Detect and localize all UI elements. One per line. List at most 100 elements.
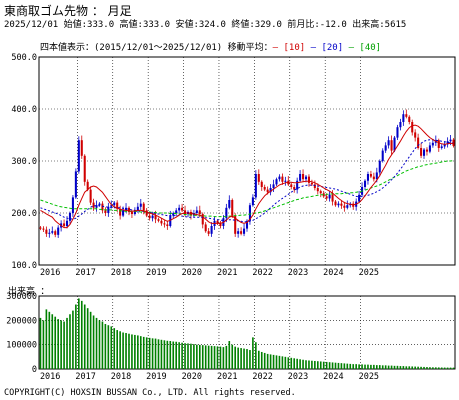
- volume-bar: [349, 363, 352, 369]
- candle-body: [184, 210, 187, 215]
- volume-bar: [198, 344, 201, 369]
- volume-xtick-label: 2024: [323, 372, 343, 382]
- volume-bar: [63, 321, 65, 369]
- volume-bar: [196, 344, 198, 369]
- candle-body: [417, 137, 420, 148]
- volume-bar: [257, 350, 260, 369]
- candle-body: [116, 202, 119, 209]
- volume-bar: [69, 314, 71, 369]
- volume-bar: [314, 360, 316, 369]
- volume-bar: [337, 362, 340, 369]
- volume-bar: [169, 341, 172, 369]
- volume-bar: [260, 351, 263, 369]
- volume-bar: [287, 357, 290, 369]
- volume-bar: [311, 360, 313, 369]
- price-xtick-label: 2021: [217, 268, 237, 278]
- volume-bar: [249, 350, 251, 369]
- candle-body: [302, 174, 305, 180]
- candle-body: [431, 142, 434, 146]
- volume-bar: [290, 357, 293, 369]
- volume-bar: [440, 367, 443, 369]
- ma40-line: [40, 160, 454, 218]
- candle-body: [216, 220, 219, 224]
- volume-xtick-label: 2016: [40, 372, 60, 382]
- volume-bar: [426, 367, 428, 369]
- volume-bar: [325, 361, 328, 369]
- volume-bar: [219, 346, 222, 369]
- volume-bar: [423, 366, 425, 369]
- volume-bar: [266, 353, 269, 369]
- volume-bar: [72, 310, 74, 369]
- volume-bar: [411, 366, 414, 369]
- volume-bar: [373, 364, 375, 369]
- candle-body: [83, 155, 86, 182]
- candle-body: [387, 140, 390, 146]
- volume-bar: [128, 333, 130, 369]
- volume-bar: [75, 304, 77, 369]
- candle-body: [378, 161, 381, 173]
- volume-bar: [252, 337, 254, 369]
- candle-body: [269, 188, 272, 193]
- volume-ytick-label: 0: [32, 365, 37, 375]
- candle-body: [92, 202, 95, 208]
- candle-body: [133, 210, 136, 215]
- candle-body: [45, 229, 48, 234]
- volume-bar: [414, 366, 416, 369]
- candle-body: [80, 140, 83, 156]
- candle-body: [290, 184, 293, 187]
- volume-bar: [420, 366, 422, 369]
- volume-bar: [39, 317, 42, 369]
- candle-body: [440, 146, 443, 148]
- candle-body: [154, 215, 157, 220]
- volume-bar: [284, 356, 287, 369]
- volume-bar: [402, 366, 405, 369]
- candle-body: [65, 220, 69, 226]
- legend: 四本値表示：(2015/12/01～2025/12/01) 移動平均：— [10…: [40, 40, 381, 53]
- candle-body: [384, 145, 387, 151]
- candle-body: [340, 203, 343, 206]
- price-info: 2025/12/01 始値:333.0 高値:333.0 安値:324.0 終値…: [4, 20, 407, 30]
- volume-bar: [57, 319, 59, 369]
- candle-body: [198, 210, 201, 215]
- candle-body: [51, 231, 54, 233]
- volume-xtick-label: 2021: [217, 372, 237, 382]
- legend-main: 四本値表示：: [40, 43, 95, 53]
- volume-bar: [237, 347, 239, 369]
- volume-bar: [222, 347, 225, 369]
- volume-bar: [110, 326, 113, 369]
- candle-body: [393, 137, 396, 151]
- volume-ytick-label: 100000: [6, 341, 37, 351]
- volume-bar: [299, 359, 301, 369]
- volume-bar: [125, 332, 127, 369]
- candle-body: [248, 205, 251, 221]
- volume-bar: [231, 344, 234, 369]
- volume-xtick-label: 2023: [288, 372, 308, 382]
- candle-body: [231, 200, 234, 216]
- volume-bar: [178, 342, 180, 369]
- volume-bar: [42, 320, 45, 369]
- legend-ma20-swatch: —: [310, 43, 317, 53]
- candle-body: [304, 176, 308, 180]
- volume-bar: [263, 352, 266, 369]
- volume-bar: [390, 365, 393, 369]
- candle-body: [74, 171, 77, 198]
- volume-bar: [346, 363, 349, 369]
- candle-body: [157, 219, 160, 221]
- candle-body: [172, 213, 175, 216]
- candle-body: [101, 203, 104, 211]
- candle-body: [166, 224, 169, 226]
- candle-body: [313, 184, 316, 189]
- volume-bar: [384, 365, 387, 369]
- candle-body: [245, 220, 249, 229]
- candle-body: [77, 140, 80, 172]
- volume-bar: [98, 320, 101, 369]
- legend-ma40-swatch: —: [348, 43, 354, 53]
- candle-body: [293, 187, 296, 190]
- volume-bar: [396, 365, 399, 369]
- volume-bar: [101, 321, 104, 369]
- price-ytick-label: 500.0: [11, 53, 37, 63]
- volume-bar: [334, 362, 337, 369]
- candle-body: [42, 228, 45, 230]
- volume-bar: [45, 309, 48, 369]
- candle-body: [234, 215, 237, 234]
